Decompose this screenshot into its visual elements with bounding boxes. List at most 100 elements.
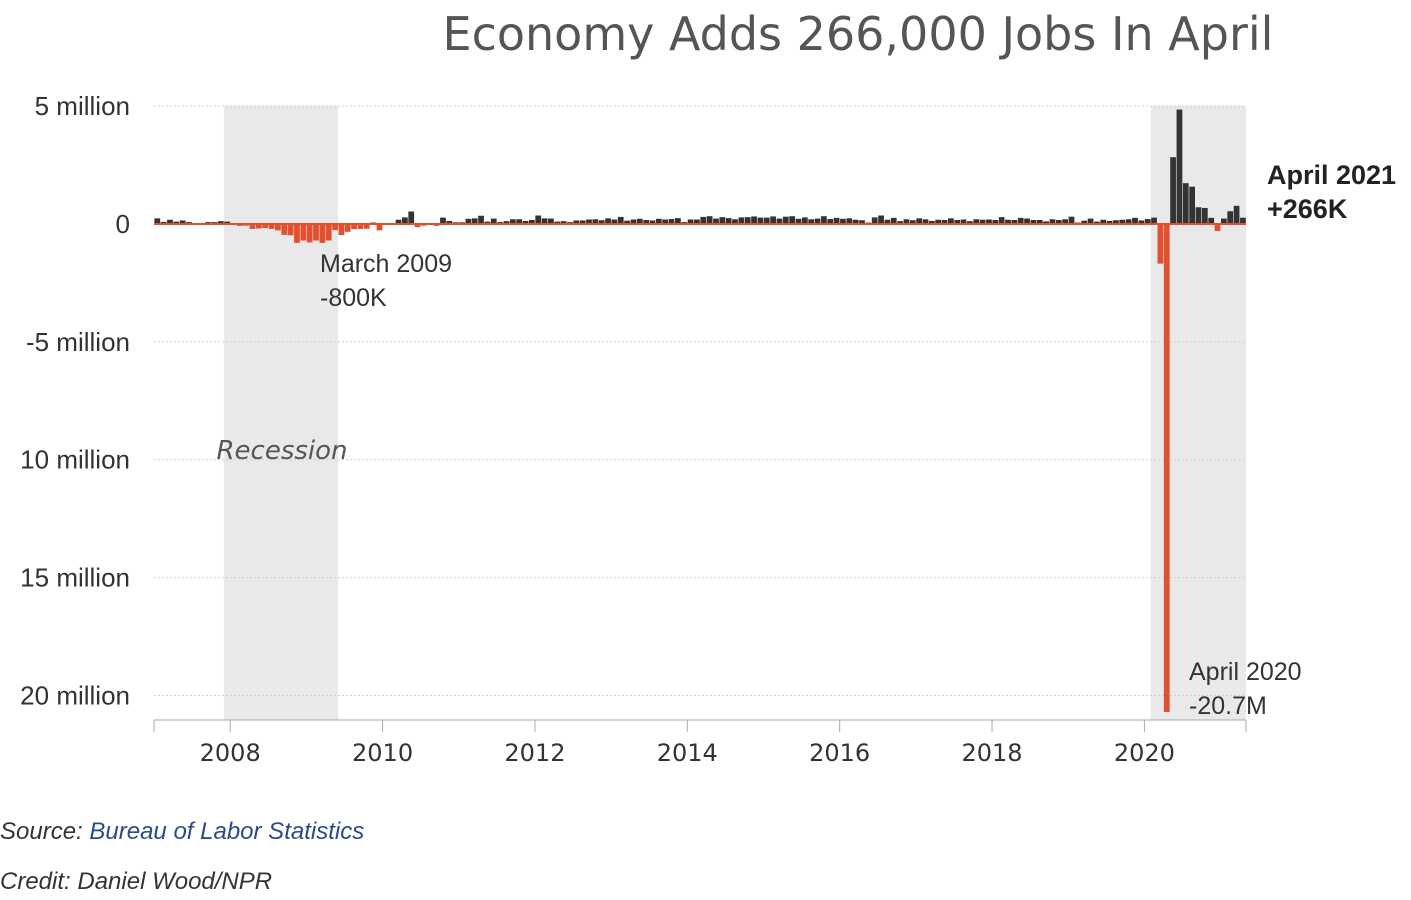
annotation-april2021-line2: +266K — [1267, 194, 1348, 224]
bar — [224, 221, 230, 224]
bar — [313, 224, 319, 241]
grid-layer — [154, 105, 1246, 696]
bar — [1113, 220, 1119, 224]
source-note: Source: Bureau of Labor Statistics — [0, 818, 364, 846]
bar — [351, 224, 357, 230]
bar — [1049, 219, 1056, 224]
bar — [941, 219, 948, 224]
bar — [827, 219, 834, 224]
annotation-april2021-line1: April 2021 — [1267, 160, 1396, 190]
bar — [275, 224, 281, 231]
bar — [713, 218, 719, 224]
bar — [586, 219, 592, 224]
bar — [1132, 217, 1138, 224]
bar — [414, 224, 421, 228]
bar — [846, 218, 853, 224]
bar — [859, 220, 865, 224]
bar — [732, 219, 738, 224]
bar — [1094, 221, 1100, 224]
bar — [478, 215, 484, 224]
x-tick-label: 2016 — [809, 739, 870, 767]
bar — [1055, 219, 1062, 224]
bar — [1036, 219, 1043, 224]
bar — [687, 219, 694, 224]
bar — [255, 224, 262, 229]
bar — [509, 219, 516, 224]
annotation-march2009-line2: -800K — [320, 284, 387, 312]
chart-title: Economy Adds 266,000 Jobs In April — [443, 7, 1274, 61]
bar — [325, 224, 332, 241]
bar — [1106, 220, 1113, 224]
bar — [1195, 207, 1202, 224]
bar — [890, 217, 897, 224]
bar — [700, 216, 707, 224]
bar — [675, 218, 681, 224]
bar — [1043, 221, 1049, 224]
bar — [630, 219, 637, 224]
bar — [884, 219, 891, 224]
bar — [160, 221, 167, 224]
bar — [1100, 219, 1107, 224]
bar — [998, 217, 1005, 224]
bar — [1208, 217, 1215, 224]
bar — [516, 219, 523, 224]
annotation-april2020-line2: -20.7M — [1189, 692, 1267, 720]
y-tick-label: 0 — [116, 209, 130, 239]
bar — [1221, 218, 1227, 224]
y-tick-label: 10 million — [20, 445, 130, 475]
bar — [1233, 205, 1240, 224]
bar — [751, 216, 757, 224]
bar — [319, 224, 326, 243]
bar — [973, 219, 980, 224]
bar — [300, 224, 307, 241]
bar — [662, 219, 669, 224]
bar — [1062, 219, 1069, 224]
bar — [490, 218, 497, 224]
bar — [1240, 217, 1246, 224]
bar — [605, 218, 611, 224]
source-link[interactable]: Bureau of Labor Statistics — [89, 818, 365, 845]
bar — [179, 220, 186, 224]
bar — [173, 221, 180, 224]
annotation-april2020-line1: April 2020 — [1189, 658, 1302, 686]
bar — [1201, 207, 1208, 224]
y-tick-label: -5 million — [26, 327, 130, 357]
bar — [1125, 219, 1132, 224]
bar — [541, 218, 548, 224]
bar — [852, 219, 859, 224]
bar — [535, 215, 542, 224]
bar — [344, 224, 351, 232]
bar — [655, 218, 662, 224]
bar — [338, 224, 345, 236]
bar — [744, 217, 751, 224]
x-tick-label: 2008 — [200, 739, 261, 767]
bar — [1176, 109, 1183, 224]
bar — [1024, 218, 1030, 224]
bar — [928, 220, 935, 224]
y-tick-label: 15 million — [20, 563, 130, 593]
bar — [268, 224, 275, 229]
bar — [548, 218, 554, 224]
bar — [1087, 218, 1094, 224]
bar — [446, 220, 453, 224]
bar — [1170, 157, 1176, 224]
bar — [332, 224, 338, 231]
bar — [763, 217, 770, 224]
bar — [306, 224, 313, 243]
x-tick-label: 2012 — [504, 739, 565, 767]
bar — [935, 219, 942, 224]
bar — [579, 220, 586, 224]
bar — [967, 221, 973, 224]
bar — [909, 220, 916, 224]
bar — [167, 219, 173, 224]
bar — [979, 219, 986, 224]
bar — [789, 216, 796, 224]
bar — [1138, 220, 1145, 224]
bar — [611, 219, 618, 224]
y-tick-label: 20 million — [20, 680, 130, 710]
bar — [503, 221, 510, 224]
credit-note: Credit: Daniel Wood/NPR — [0, 868, 273, 895]
bar — [986, 219, 992, 224]
bar — [471, 218, 478, 224]
